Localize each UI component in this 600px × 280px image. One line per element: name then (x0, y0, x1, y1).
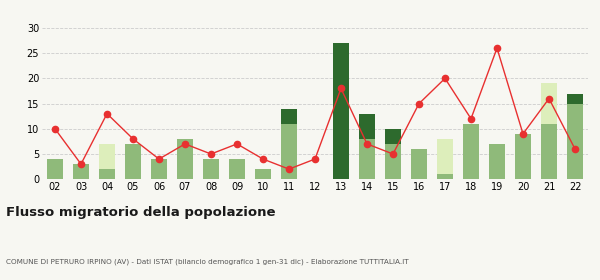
Bar (385, 129, 401, 144)
Bar (47, 159, 64, 179)
Bar (515, 134, 532, 179)
Bar (73, 164, 89, 179)
Bar (281, 109, 298, 124)
Bar (254, 169, 271, 179)
Text: Flusso migratorio della popolazione: Flusso migratorio della popolazione (6, 206, 275, 219)
Bar (385, 144, 401, 179)
Bar (410, 149, 427, 179)
Bar (98, 169, 115, 179)
Bar (151, 159, 167, 179)
Bar (98, 144, 115, 169)
Bar (229, 159, 245, 179)
Text: COMUNE DI PETRURO IRPINO (AV) - Dati ISTAT (bilancio demografico 1 gen-31 dic) -: COMUNE DI PETRURO IRPINO (AV) - Dati IST… (6, 258, 409, 265)
Bar (541, 83, 557, 124)
Bar (332, 43, 349, 179)
Bar (281, 124, 298, 179)
Bar (359, 139, 376, 179)
Bar (176, 139, 193, 179)
Bar (566, 104, 583, 179)
Bar (125, 144, 142, 179)
Bar (359, 114, 376, 139)
Bar (437, 174, 454, 179)
Bar (541, 124, 557, 179)
Bar (566, 94, 583, 104)
Bar (463, 124, 479, 179)
Bar (488, 144, 505, 179)
Bar (203, 159, 220, 179)
Bar (437, 139, 454, 174)
